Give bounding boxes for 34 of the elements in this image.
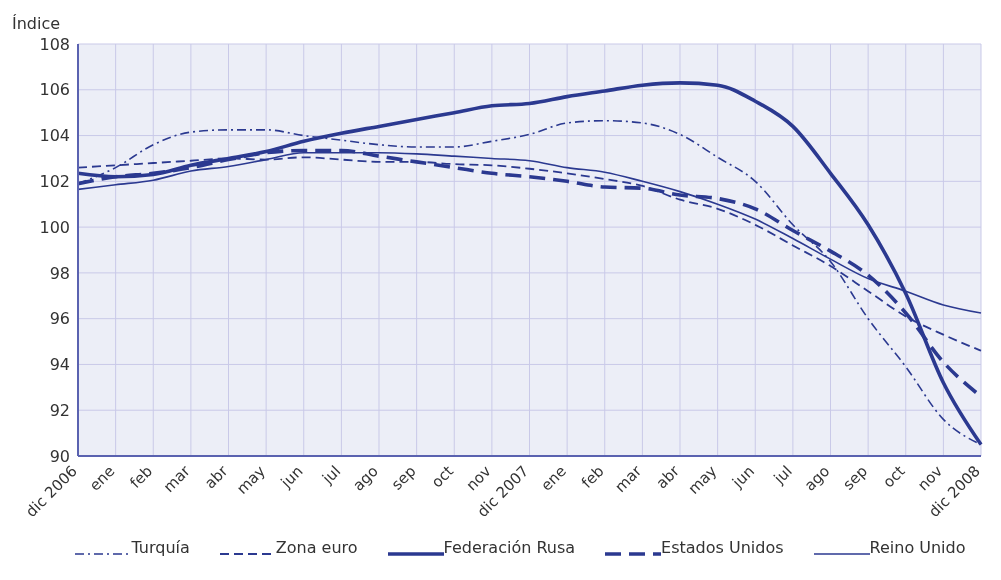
x-tick-label: sep xyxy=(839,462,871,494)
x-tick-label: feb xyxy=(126,462,157,492)
x-tick-label: ago xyxy=(800,462,834,495)
y-tick-label: 104 xyxy=(39,126,70,146)
y-axis-title: Índice xyxy=(12,14,61,33)
x-tick-label: oct xyxy=(427,462,458,492)
x-tick-label: jun xyxy=(728,462,759,492)
x-tick-label: sep xyxy=(387,462,420,494)
y-tick-label: 94 xyxy=(49,355,70,375)
x-tick-label: feb xyxy=(577,462,608,492)
x-tick-label: oct xyxy=(879,462,909,492)
y-tick-label: 102 xyxy=(39,172,70,192)
legend-label: Reino Unido xyxy=(869,538,966,557)
legend-label: Turquía xyxy=(131,538,190,557)
x-tick-label: ene xyxy=(537,462,570,495)
x-tick-label: ene xyxy=(85,462,119,495)
x-tick-label: nov xyxy=(462,462,495,495)
x-tick-label: abr xyxy=(201,461,232,493)
x-tick-label: jul xyxy=(318,462,345,489)
y-tick-label: 106 xyxy=(39,80,70,100)
y-tick-label: 90 xyxy=(49,446,70,466)
y-tick-label: 92 xyxy=(49,400,70,420)
legend-label: Estados Unidos xyxy=(661,538,784,557)
legend-label: Zona euro xyxy=(275,538,358,557)
y-tick-label: 98 xyxy=(49,263,70,283)
x-tick-label: nov xyxy=(913,462,947,495)
x-tick-label: jun xyxy=(276,462,307,492)
x-tick-label: jul xyxy=(769,462,796,489)
legend-label: Federación Rusa xyxy=(443,538,576,557)
y-tick-label: 96 xyxy=(49,309,70,329)
x-tick-label: abr xyxy=(652,461,684,493)
y-tick-label: 108 xyxy=(39,34,70,54)
y-tick-label: 100 xyxy=(39,217,70,237)
x-tick-label: ago xyxy=(349,462,382,495)
